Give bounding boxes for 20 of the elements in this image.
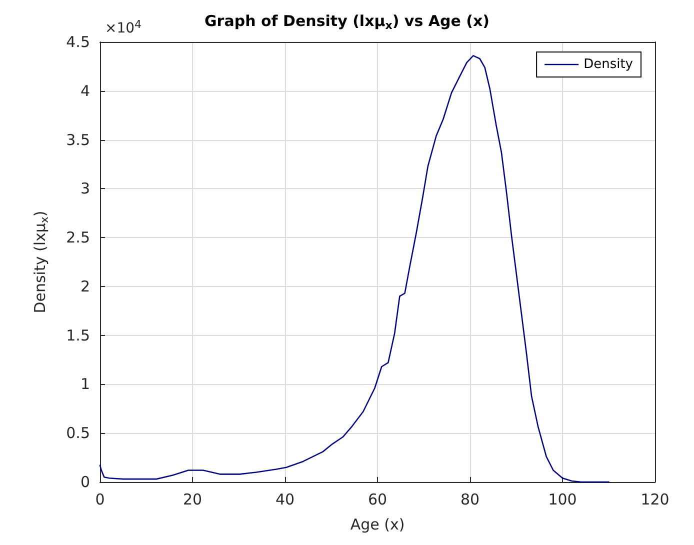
y-tick-label: 4 (80, 82, 90, 100)
x-tick-label: 100 (548, 490, 577, 508)
y-tick-label: 3 (80, 180, 90, 198)
x-axis-title: Age (x) (350, 516, 405, 534)
x-tick-label: 120 (640, 490, 670, 508)
y-tick-label: 2.5 (66, 228, 90, 247)
y-tick-label: 2 (80, 277, 90, 296)
x-tick-label: 80 (460, 490, 480, 508)
y-tick-label: 3.5 (66, 130, 90, 149)
x-tick-label: 0 (95, 490, 105, 508)
x-tick-label: 60 (368, 490, 388, 508)
legend-label: Density (584, 57, 634, 72)
y-tick-label: 4.5 (66, 33, 90, 51)
y-tick-label: 0 (80, 473, 90, 491)
x-tick-label: 20 (182, 490, 202, 508)
y-tick-label: 1 (80, 375, 90, 394)
y-tick-label: 1.5 (66, 326, 90, 344)
y-tick-label: 0.5 (66, 424, 90, 442)
y-axis-title: Density (lxμx) (31, 210, 51, 314)
x-tick-label: 40 (275, 490, 295, 508)
